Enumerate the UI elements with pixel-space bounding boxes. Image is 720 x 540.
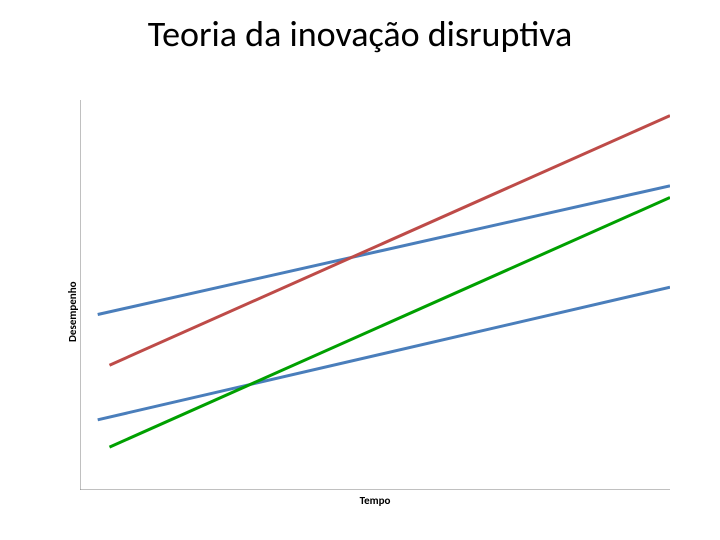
chart-area	[80, 100, 670, 490]
series-red-line	[110, 116, 671, 366]
x-axis-label: Tempo	[80, 494, 670, 507]
series-blue-upper	[98, 186, 670, 315]
chart-svg	[80, 100, 670, 490]
series-blue-lower	[98, 287, 670, 420]
series-green-line	[110, 198, 671, 448]
slide: Teoria da inovação disruptiva Desempenho…	[0, 0, 720, 540]
slide-title: Teoria da inovação disruptiva	[0, 12, 720, 56]
y-axis-label: Desempenho	[66, 281, 79, 342]
